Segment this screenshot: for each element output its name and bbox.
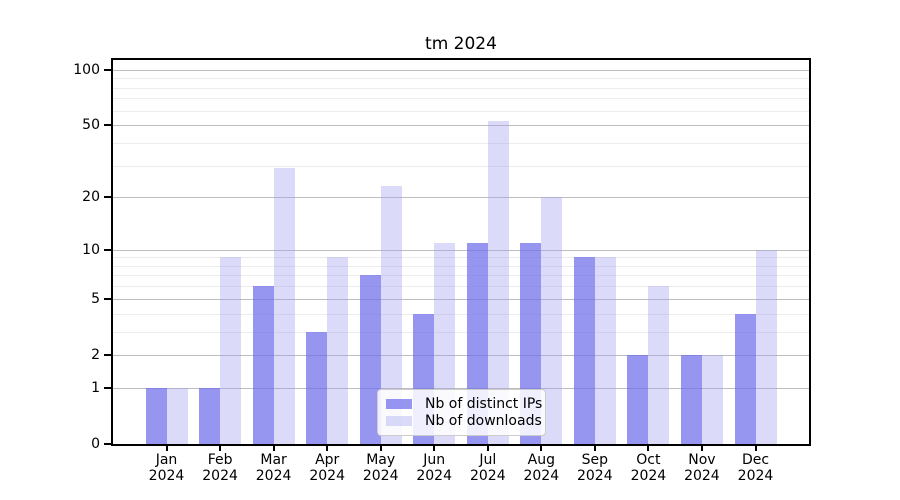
x-tick-label: Aug 2024 <box>523 452 560 485</box>
plot-area: 0 1 2 5 10 20 50 100 Jan 2024 Feb 2024 Mar 2024 Apr 202… <box>73 58 811 484</box>
gridline-major <box>113 298 809 300</box>
x-tick-label: Jul 2024 <box>469 452 506 485</box>
x-tick-label: Oct 2024 <box>630 452 667 485</box>
y-tick-mark <box>104 68 111 71</box>
bar-downloads <box>701 354 723 444</box>
gridline-major <box>113 387 809 389</box>
y-tick-mark <box>104 196 111 199</box>
bar-downloads <box>273 168 295 444</box>
gridline-minor <box>113 275 809 277</box>
bar-downloads <box>541 197 563 444</box>
x-tick-mark <box>486 446 489 451</box>
bar-distinct-ips <box>734 313 756 444</box>
x-tick-mark <box>754 446 757 451</box>
x-tick-mark <box>219 446 222 451</box>
bar-downloads <box>594 257 616 444</box>
y-tick-label: 20 <box>82 189 100 206</box>
x-tick-label: Feb 2024 <box>202 452 238 485</box>
legend-label-downloads: Nb of downloads <box>425 413 542 429</box>
bar-downloads <box>755 249 777 444</box>
y-tick-label: 5 <box>91 290 100 307</box>
legend-label-distinct-ips: Nb of distinct IPs <box>425 396 543 412</box>
legend-swatch-downloads <box>386 416 412 426</box>
legend-swatch-distinct-ips <box>386 399 412 409</box>
x-tick-mark <box>700 446 703 451</box>
bar-distinct-ips <box>573 257 595 444</box>
bar-distinct-ips <box>680 354 702 444</box>
gridline-minor <box>113 98 809 100</box>
y-tick-label: 100 <box>73 61 100 78</box>
gridline-major <box>113 125 809 127</box>
bar-distinct-ips <box>627 354 649 444</box>
bar-downloads <box>487 120 509 444</box>
bar-distinct-ips <box>306 331 328 444</box>
gridline-major <box>113 354 809 356</box>
gridline-major <box>113 69 809 71</box>
y-tick-mark <box>104 248 111 251</box>
gridline-minor <box>113 257 809 259</box>
gridline-minor <box>113 87 809 89</box>
y-tick-label: 10 <box>82 241 100 258</box>
gridline-major <box>113 249 809 251</box>
gridline-minor <box>113 265 809 267</box>
y-tick-label: 0 <box>91 436 100 452</box>
x-tick-mark <box>540 446 543 451</box>
gridline-minor <box>113 313 809 315</box>
legend-entry-downloads: Nb of downloads <box>386 413 542 429</box>
x-tick-label: Mar 2024 <box>255 452 292 485</box>
bar-downloads <box>166 387 188 444</box>
gridline-minor <box>113 286 809 288</box>
y-tick-mark <box>104 386 111 389</box>
legend: Nb of distinct IPs Nb of downloads <box>377 389 546 436</box>
x-tick-mark <box>165 446 168 451</box>
y-tick-label: 1 <box>91 379 100 396</box>
bar-downloads <box>220 257 242 444</box>
chart-title: tm 2024 <box>425 34 497 54</box>
y-tick-mark <box>104 353 111 356</box>
bar-downloads <box>327 257 349 444</box>
gridline-minor <box>113 331 809 333</box>
y-tick-mark <box>104 443 111 445</box>
x-tick-label: Jan 2024 <box>148 452 185 485</box>
x-tick-mark <box>593 446 596 451</box>
x-tick-label: Nov 2024 <box>684 452 720 485</box>
x-tick-label: Jun 2024 <box>416 452 453 485</box>
y-tick-mark <box>104 297 111 300</box>
bar-downloads <box>380 186 402 444</box>
x-tick-label: Dec 2024 <box>737 452 774 485</box>
y-tick-mark <box>104 124 111 127</box>
x-tick-mark <box>379 446 382 451</box>
bar-distinct-ips <box>199 387 221 444</box>
gridline-major <box>113 197 809 199</box>
x-tick-label: Sep 2024 <box>576 452 613 485</box>
gridline-minor <box>113 78 809 80</box>
x-tick-mark <box>272 446 275 451</box>
gridline-minor <box>113 142 809 144</box>
bar-distinct-ips <box>145 387 167 444</box>
y-tick-label: 50 <box>82 117 100 134</box>
gridline-minor <box>113 110 809 112</box>
x-tick-mark <box>433 446 436 451</box>
bar-downloads <box>648 286 670 444</box>
x-tick-mark <box>326 446 329 451</box>
bar-distinct-ips <box>252 286 274 444</box>
y-tick-label: 2 <box>91 346 100 363</box>
gridline-minor <box>113 165 809 167</box>
bar-distinct-ips <box>359 275 381 444</box>
x-tick-label: May 2024 <box>362 452 399 485</box>
legend-entry-distinct-ips: Nb of distinct IPs <box>386 396 542 412</box>
x-tick-label: Apr 2024 <box>309 452 346 485</box>
x-tick-mark <box>647 446 650 451</box>
